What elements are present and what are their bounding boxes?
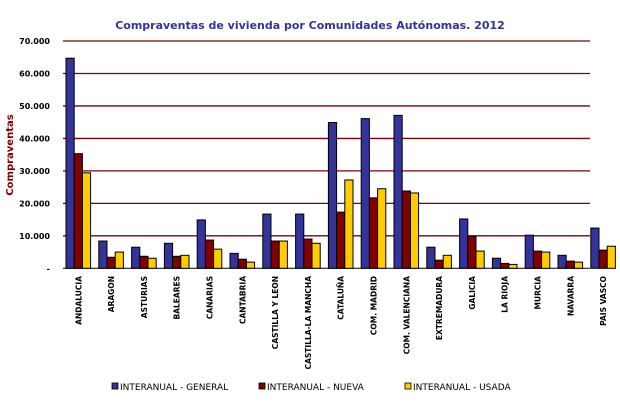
bar bbox=[262, 213, 272, 269]
x-tick-label: EXTREMADURA bbox=[435, 276, 444, 340]
y-tick-label: 20.000 bbox=[19, 199, 50, 208]
bar bbox=[131, 246, 141, 269]
x-tick-label: CATALUÑA bbox=[337, 276, 346, 320]
x-tick-label: MURCIA bbox=[534, 276, 543, 310]
bar bbox=[475, 250, 485, 269]
bar bbox=[393, 114, 403, 269]
bar bbox=[81, 172, 92, 269]
bar bbox=[401, 190, 411, 269]
bar bbox=[573, 261, 584, 269]
bar bbox=[180, 254, 190, 269]
bar bbox=[409, 192, 420, 269]
x-tick-label: CANARIAS bbox=[206, 276, 215, 319]
legend-swatch bbox=[111, 382, 119, 390]
bar bbox=[606, 245, 616, 269]
bar bbox=[303, 238, 313, 269]
bar bbox=[524, 234, 534, 269]
bar bbox=[377, 188, 387, 269]
bar bbox=[237, 258, 247, 269]
bar bbox=[270, 240, 280, 269]
x-tick-label: CANTABRIA bbox=[238, 276, 247, 324]
x-tick-label: PAIS VASCO bbox=[599, 276, 608, 326]
legend-label: INTERANUAL - GENERAL bbox=[120, 383, 228, 393]
x-tick-label: CASTILLA Y LEON bbox=[271, 276, 280, 349]
bar bbox=[163, 242, 174, 269]
bar bbox=[327, 122, 338, 269]
bar bbox=[245, 261, 256, 269]
bar bbox=[106, 256, 116, 269]
legend-swatch bbox=[404, 382, 412, 390]
bar bbox=[368, 197, 379, 269]
chart-title: Compraventas de vivienda por Comunidades… bbox=[115, 19, 505, 32]
bar bbox=[500, 262, 510, 269]
y-tick-label: 30.000 bbox=[19, 167, 50, 176]
x-tick-label: ASTURIAS bbox=[140, 276, 149, 318]
bar bbox=[114, 251, 124, 269]
bar bbox=[360, 118, 370, 269]
y-tick-label: 10.000 bbox=[19, 232, 50, 241]
bar bbox=[590, 227, 600, 269]
bar bbox=[491, 257, 502, 269]
bar bbox=[295, 213, 305, 269]
x-tick-label: ANDALUCIA bbox=[74, 276, 83, 325]
bar bbox=[229, 252, 239, 269]
x-tick-label: ARAGON bbox=[107, 276, 116, 312]
legend-swatch bbox=[258, 382, 266, 390]
bar bbox=[565, 260, 575, 269]
legend-label: INTERANUAL - NUEVA bbox=[267, 383, 365, 393]
y-tick-label: 60.000 bbox=[19, 69, 50, 78]
bar bbox=[213, 248, 223, 269]
y-tick-label: 70.000 bbox=[19, 37, 50, 46]
bar bbox=[204, 239, 215, 269]
bar bbox=[172, 255, 182, 269]
bar bbox=[311, 242, 321, 269]
bar bbox=[278, 240, 288, 269]
bar bbox=[344, 179, 354, 269]
bar bbox=[442, 254, 452, 269]
bar bbox=[139, 255, 149, 269]
y-tick-label: - bbox=[47, 264, 50, 273]
bar bbox=[467, 235, 477, 269]
bar bbox=[98, 240, 108, 269]
x-tick-label: COM. MADRID bbox=[370, 276, 379, 335]
x-tick-label: NAVARRA bbox=[566, 276, 575, 316]
x-tick-label: GALICIA bbox=[468, 276, 477, 310]
bar bbox=[557, 254, 567, 269]
bar bbox=[508, 263, 518, 269]
bar bbox=[541, 251, 551, 269]
bar bbox=[532, 250, 543, 269]
bar bbox=[196, 219, 206, 269]
x-tick-label: COM. VALENCIANA bbox=[402, 276, 411, 354]
y-tick-label: 40.000 bbox=[19, 134, 50, 143]
x-tick-label: BALEARES bbox=[173, 276, 182, 320]
bar bbox=[336, 211, 346, 269]
x-tick-label: CASTILLA-LA MANCHA bbox=[304, 276, 313, 370]
bar bbox=[426, 246, 436, 269]
bar bbox=[434, 259, 444, 269]
bar bbox=[147, 257, 157, 269]
legend-label: INTERANUAL - USADA bbox=[413, 383, 511, 393]
bar bbox=[73, 153, 83, 269]
bar bbox=[598, 249, 608, 269]
x-tick-label: LA RIOJA bbox=[501, 276, 510, 313]
y-tick-label: 50.000 bbox=[19, 102, 50, 111]
bar bbox=[65, 57, 75, 269]
y-axis-label: Compraventas bbox=[5, 114, 16, 195]
bar bbox=[459, 218, 469, 269]
